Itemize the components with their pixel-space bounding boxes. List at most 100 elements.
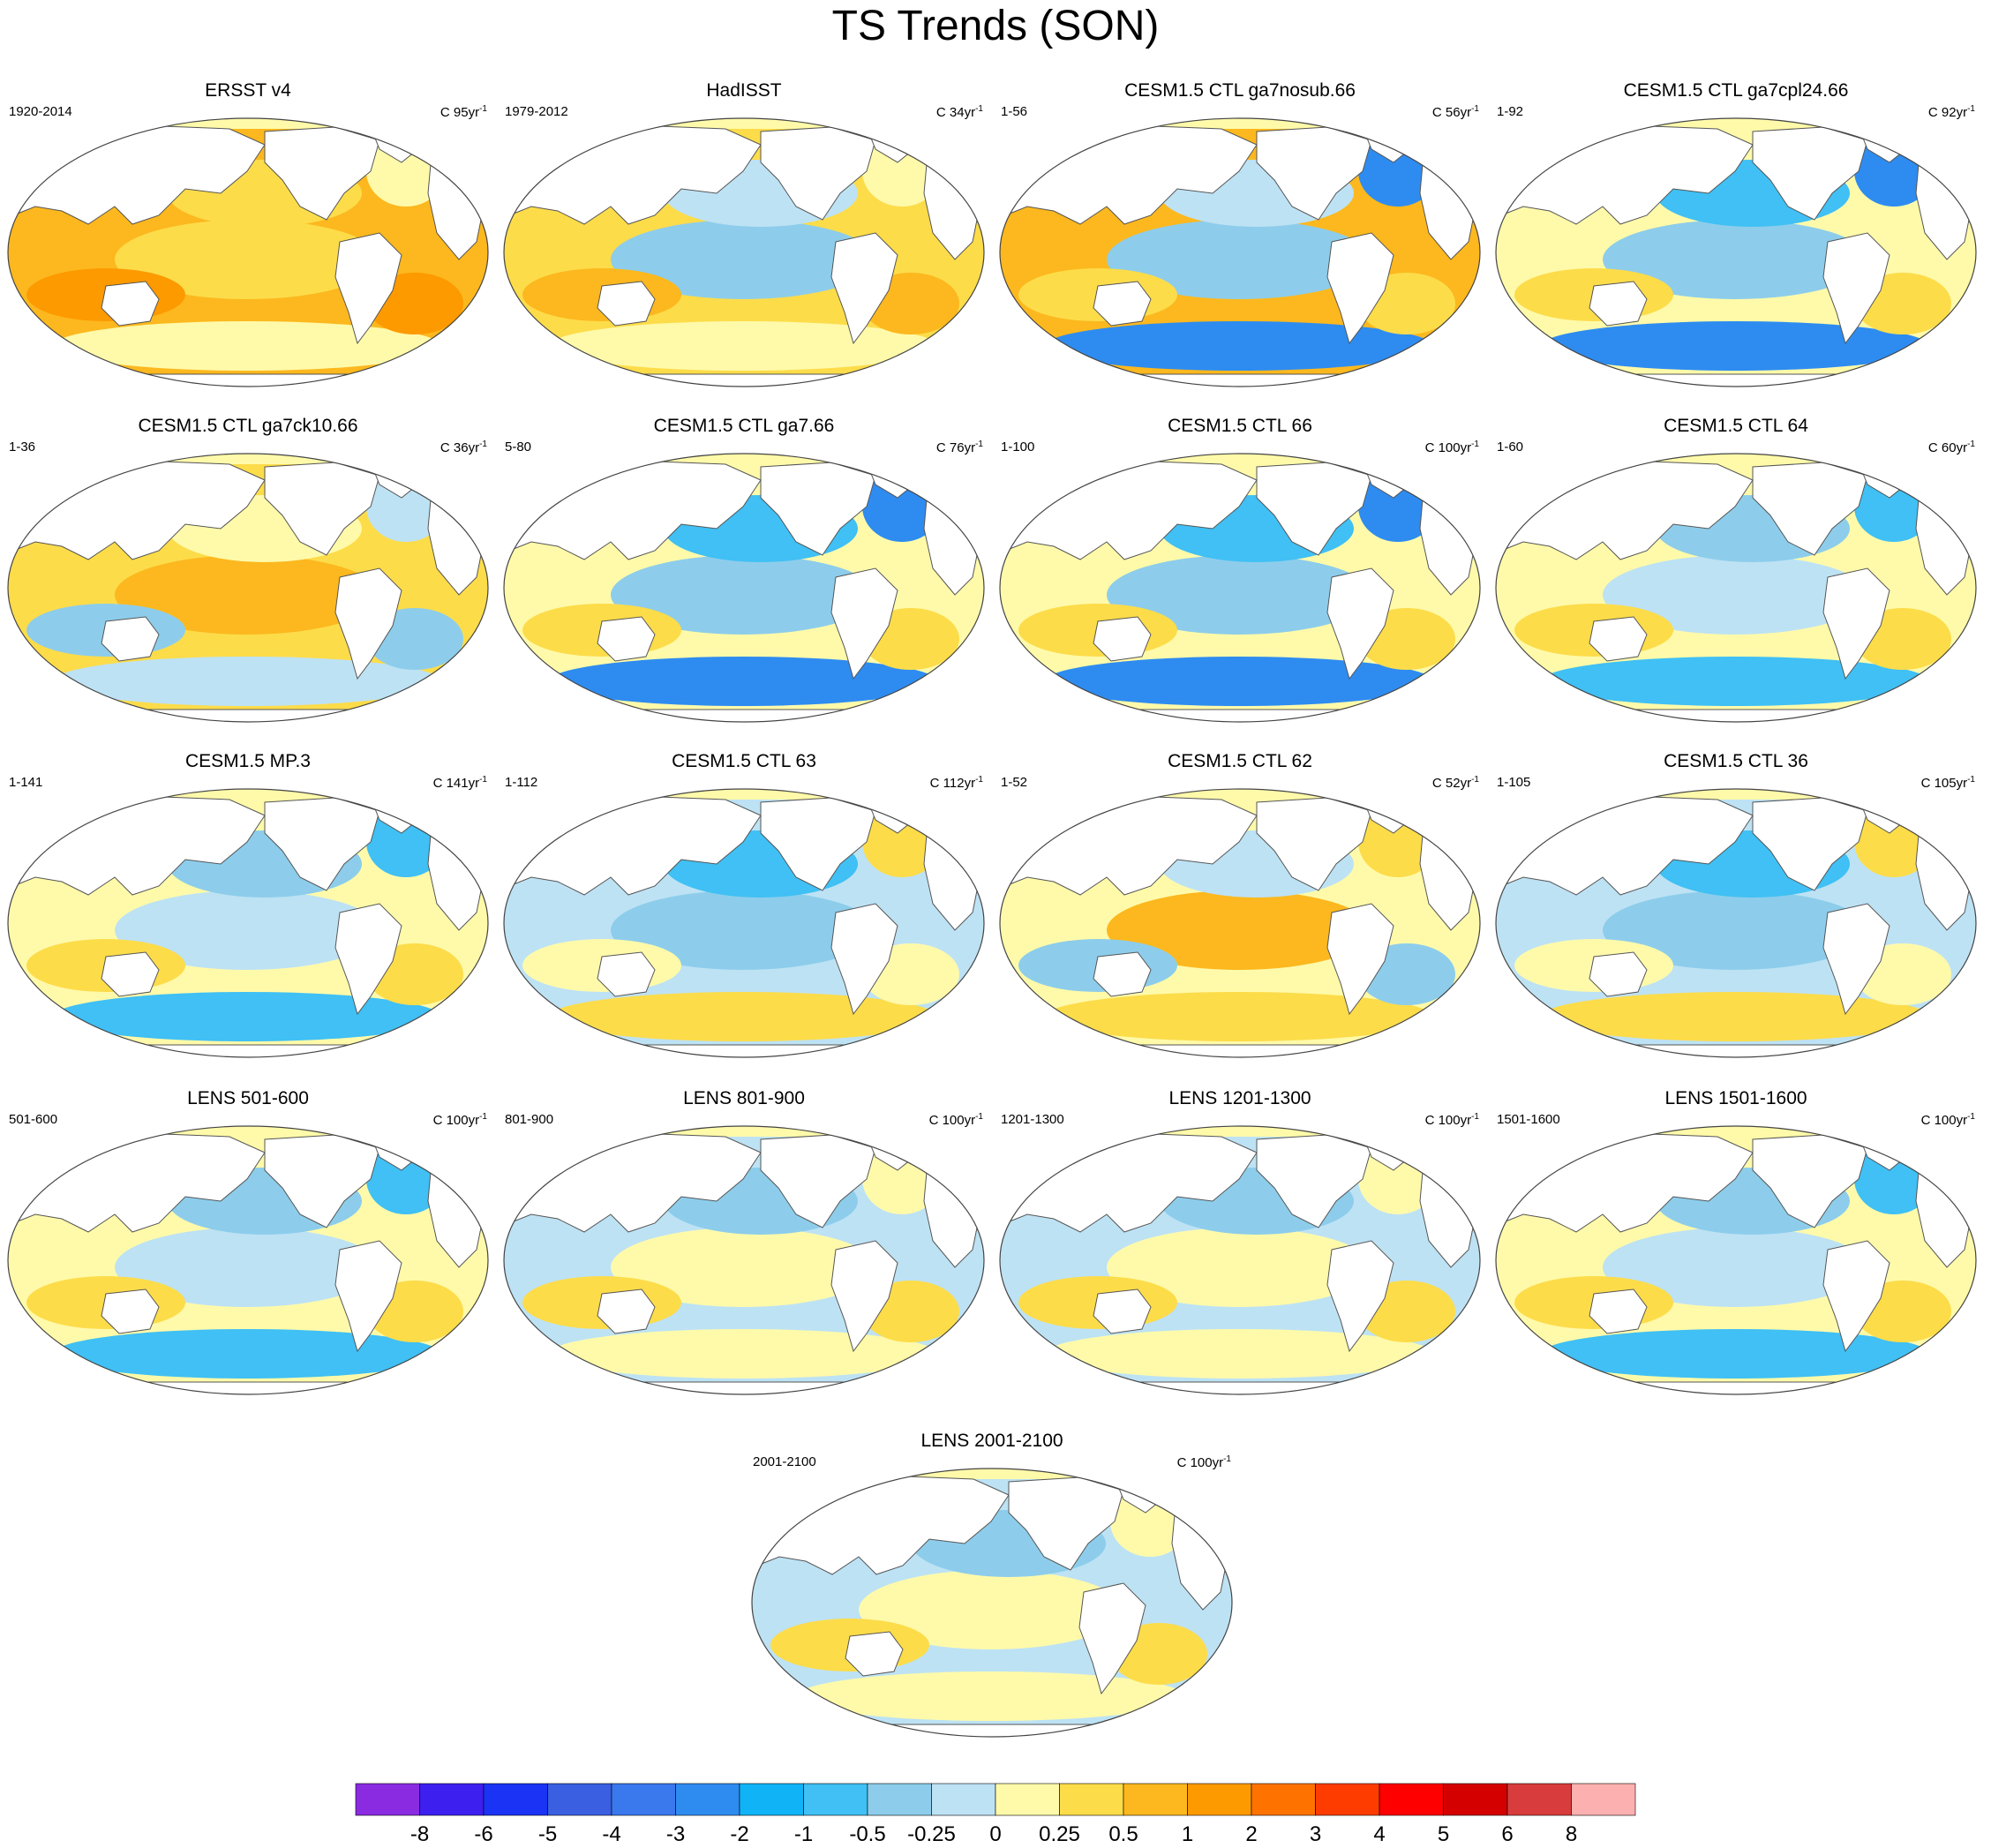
colorbar-swatch: [1379, 1783, 1444, 1816]
australia-land: [1589, 1288, 1648, 1334]
panel-units: C 92yr-1: [1927, 104, 1975, 120]
anomaly-pacific: [115, 555, 379, 635]
panel-period: 501-600: [9, 1112, 58, 1127]
panel-period: 1920-2014: [9, 104, 72, 119]
colorbar-label: 4: [1373, 1822, 1386, 1846]
panel-units: C 36yr-1: [440, 439, 487, 455]
panel-period: 5-80: [505, 439, 532, 454]
map-panel: LENS 2001-2100 2001-2100 C 100yr-1: [744, 1430, 1240, 1747]
panel-period: 1-112: [505, 775, 538, 790]
panel-title: CESM1.5 CTL 66: [1168, 416, 1312, 436]
panel-title: CESM1.5 CTL 36: [1664, 751, 1808, 771]
anomaly-pacific: [611, 890, 875, 970]
panel-units: C 60yr-1: [1927, 439, 1975, 455]
colorbar-label: -8: [409, 1822, 430, 1846]
map-border: [1495, 788, 1977, 1058]
antarctica-land: [1505, 1381, 1965, 1394]
map-panel: CESM1.5 CTL 36 1-105 C 105yr-1: [1488, 750, 1984, 1068]
colorbar-label: 0.5: [1108, 1822, 1138, 1846]
north-america-land: [1752, 797, 1868, 891]
anomaly-pacific: [1603, 555, 1867, 635]
panel-units: C 141yr-1: [432, 775, 487, 791]
south-america-land: [830, 903, 898, 1016]
australia-land: [101, 281, 160, 327]
arctic-band: [504, 789, 984, 800]
north-america-land: [760, 1134, 876, 1228]
map-panel: CESM1.5 CTL 63 1-112 C 112yr-1: [496, 750, 992, 1068]
map-border: [7, 1125, 489, 1395]
colorbar: [355, 1783, 1636, 1816]
anomaly-southern: [53, 1329, 441, 1378]
north-america-land: [264, 462, 380, 556]
panel-title: ERSST v4: [205, 80, 291, 101]
map-panel: CESM1.5 CTL 66 1-100 C 100yr-1: [992, 415, 1488, 732]
panel-title: CESM1.5 CTL 64: [1664, 416, 1808, 436]
arctic-band: [1496, 789, 1976, 800]
map-border: [1495, 117, 1977, 387]
north-america-land: [1752, 126, 1868, 221]
arctic-band: [752, 1469, 1232, 1479]
anomaly-southern: [1541, 657, 1929, 706]
panel-period: 1-141: [9, 775, 43, 790]
south-america-land: [334, 567, 402, 680]
arctic-band: [1000, 118, 1480, 129]
antarctica-land: [17, 1381, 477, 1394]
panel-title: CESM1.5 CTL 63: [672, 751, 816, 771]
map-panel: CESM1.5 CTL 64 1-60 C 60yr-1: [1488, 415, 1984, 732]
south-america-land: [1326, 903, 1394, 1016]
anomaly-southern: [53, 657, 441, 706]
map: [7, 453, 489, 723]
map-panel: CESM1.5 CTL ga7.66 5-80 C 76yr-1: [496, 415, 992, 732]
australia-land: [845, 1631, 904, 1677]
north-america-land: [1256, 462, 1372, 556]
panel-units: C 95yr-1: [440, 104, 487, 120]
colorbar-label: -2: [730, 1822, 749, 1846]
map-panel: CESM1.5 MP.3 1-141 C 141yr-1: [0, 750, 496, 1068]
antarctica-land: [761, 1724, 1221, 1737]
south-america-land: [1078, 1582, 1146, 1695]
antarctica-land: [1009, 1044, 1469, 1057]
south-america-land: [334, 1240, 402, 1353]
south-america-land: [334, 232, 402, 345]
map: [999, 1125, 1481, 1395]
colorbar-swatch: [355, 1783, 420, 1816]
colorbar-swatch: [1315, 1783, 1380, 1816]
panel-title: LENS 801-900: [683, 1088, 805, 1108]
colorbar-label: 6: [1501, 1822, 1514, 1846]
antarctica-land: [1505, 709, 1965, 722]
panel-period: 1-60: [1497, 439, 1524, 454]
antarctica-land: [1505, 373, 1965, 387]
antarctica-land: [1505, 1044, 1965, 1057]
map: [1495, 788, 1977, 1058]
arctic-band: [8, 454, 488, 464]
map: [7, 117, 489, 387]
north-america-land: [264, 797, 380, 891]
panel-units: C 56yr-1: [1431, 104, 1479, 120]
anomaly-pacific: [1107, 555, 1371, 635]
anomaly-southern: [1045, 657, 1433, 706]
map-panel: LENS 1501-1600 1501-1600 C 100yr-1: [1488, 1087, 1984, 1405]
map-border: [999, 788, 1481, 1058]
map: [503, 788, 985, 1058]
map: [1495, 1125, 1977, 1395]
map: [503, 453, 985, 723]
map-border: [999, 1125, 1481, 1395]
map: [999, 453, 1481, 723]
colorbar-swatch: [1187, 1783, 1252, 1816]
anomaly-southern: [1045, 992, 1433, 1041]
australia-land: [101, 951, 160, 997]
map-border: [503, 117, 985, 387]
south-america-land: [1326, 1240, 1394, 1353]
australia-land: [1589, 951, 1648, 997]
anomaly-southern: [53, 321, 441, 371]
colorbar-label: -4: [602, 1822, 621, 1846]
panel-units: C 34yr-1: [935, 104, 983, 120]
antarctica-land: [17, 709, 477, 722]
anomaly-southern: [53, 992, 441, 1041]
panel-units: C 100yr-1: [1424, 439, 1479, 455]
colorbar-swatch: [995, 1783, 1060, 1816]
antarctica-land: [17, 373, 477, 387]
south-america-land: [1822, 1240, 1890, 1353]
panel-period: 2001-2100: [753, 1454, 816, 1469]
colorbar-label: 3: [1309, 1822, 1322, 1846]
